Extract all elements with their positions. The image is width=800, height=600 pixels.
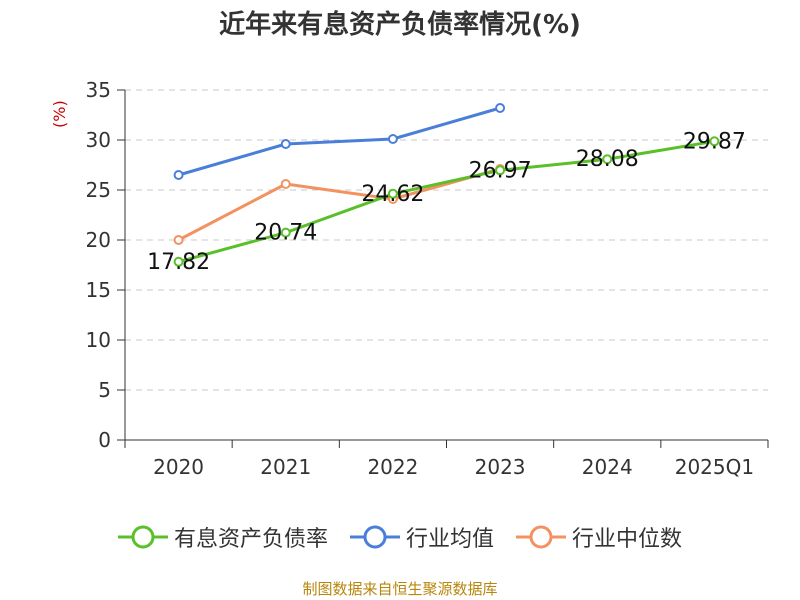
series-line-2 [177, 167, 501, 242]
data-label: 17.82 [147, 250, 210, 275]
legend-item-series-1[interactable]: 行业均值 [349, 521, 494, 553]
legend-swatch-icon [117, 525, 168, 549]
data-point-0 [280, 227, 291, 238]
data-label: 29.87 [683, 129, 746, 154]
data-label: 20.74 [254, 221, 317, 246]
y-tick-label: 5 [98, 378, 111, 402]
data-point-2 [173, 235, 184, 245]
data-source-note: 制图数据来自恒生聚源数据库 [302, 580, 498, 598]
data-label: 26.97 [469, 158, 532, 183]
data-point-1 [280, 139, 291, 149]
x-tick-label: 2020 [153, 455, 204, 479]
data-point-0 [173, 256, 184, 267]
data-point-1 [387, 134, 398, 144]
x-tick-label: 2021 [260, 455, 311, 479]
legend-swatch-icon [349, 525, 400, 549]
series-line-0 [178, 139, 715, 264]
data-label: 28.08 [576, 147, 639, 172]
data-point-2 [280, 179, 291, 189]
data-point-0 [495, 165, 506, 176]
legend-label: 行业中位数 [572, 527, 683, 552]
legend-swatch-icon [516, 525, 566, 549]
data-point-1 [173, 170, 184, 180]
data-label: 24.62 [361, 182, 424, 207]
x-tick-label: 2024 [582, 455, 633, 479]
legend-label: 行业均值 [405, 527, 494, 552]
legend-item-series-2[interactable]: 行业中位数 [516, 521, 682, 553]
legend-label: 有息资产负债率 [173, 527, 328, 552]
data-point-0 [709, 136, 720, 147]
x-tick-label: 2022 [367, 455, 418, 479]
y-tick-label: 20 [86, 228, 111, 252]
chart-legend: 有息资产负债率 行业均值 行业中位数 [0, 521, 800, 553]
series-line-1 [178, 106, 501, 177]
y-tick-label: 30 [86, 128, 111, 152]
data-point-1 [495, 103, 506, 113]
y-tick-label: 15 [86, 278, 111, 302]
y-tick-label: 0 [98, 428, 111, 452]
y-tick-label: 10 [86, 328, 111, 352]
y-tick-label: 35 [86, 78, 111, 102]
data-point-0 [602, 154, 613, 165]
chart-title: 近年来有息资产负债率情况(%) [219, 10, 581, 40]
legend-item-series-0[interactable]: 有息资产负债率 [117, 521, 328, 553]
x-tick-label: 2025Q1 [675, 455, 754, 479]
data-point-0 [387, 188, 398, 199]
y-tick-label: 25 [86, 178, 111, 202]
x-tick-label: 2023 [475, 455, 526, 479]
